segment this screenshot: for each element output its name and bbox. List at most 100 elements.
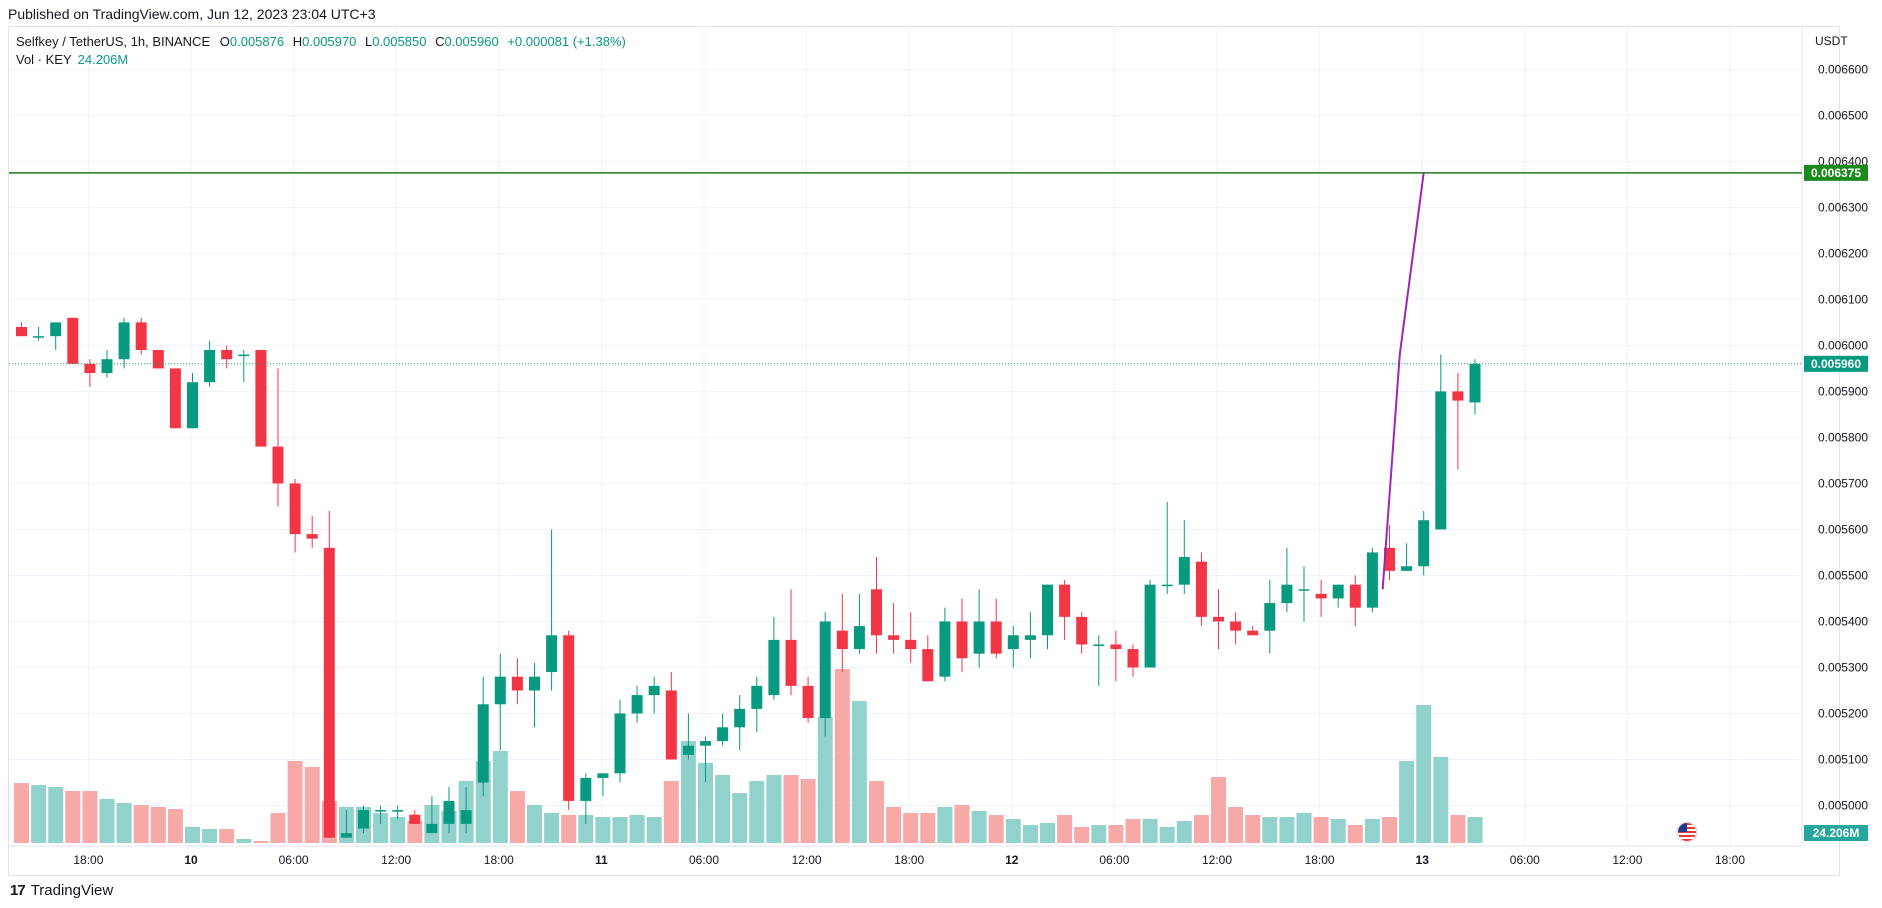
- price-tick-label: 0.006200: [1818, 246, 1868, 260]
- volume-bar: [1176, 821, 1192, 843]
- candle-body: [853, 626, 865, 650]
- volume-bar: [253, 841, 269, 843]
- candle-body: [323, 547, 335, 838]
- symbol-name: Selfkey / TetherUS, 1h, BINANCE: [16, 34, 211, 49]
- volume-bar: [680, 741, 696, 843]
- volume-bar: [1467, 817, 1483, 843]
- candle-body: [665, 690, 677, 760]
- time-tick-label: 12:00: [381, 853, 411, 867]
- volume-bar: [1108, 825, 1124, 843]
- volume-bar: [1296, 813, 1312, 843]
- volume-bar: [920, 813, 936, 843]
- volume-bar: [715, 775, 731, 843]
- candle-body: [529, 676, 540, 691]
- volume-bar: [886, 807, 902, 843]
- candle-body: [648, 685, 660, 696]
- time-tick-label: 06:00: [689, 853, 719, 867]
- candle-body: [1315, 593, 1327, 599]
- volume-bar: [509, 791, 525, 843]
- volume-bar: [1416, 705, 1432, 843]
- candle-body: [443, 800, 455, 824]
- volume-bar: [561, 815, 577, 843]
- time-tick-label: 12: [1005, 853, 1019, 867]
- candle-body: [1042, 584, 1053, 636]
- volume-bar: [373, 813, 389, 843]
- open-label: O: [219, 34, 230, 49]
- candle-body: [1007, 635, 1019, 650]
- time-tick-label: 12:00: [1202, 853, 1232, 867]
- price-tick-label: 0.006100: [1818, 292, 1868, 306]
- volume-bar: [1347, 825, 1363, 843]
- open-value: 0.005876: [229, 34, 285, 49]
- candle-body: [1059, 584, 1071, 617]
- candle-body: [33, 336, 45, 338]
- volume-bar: [1193, 815, 1209, 843]
- footer-brand[interactable]: TradingView: [30, 882, 114, 899]
- time-tick-label: 13: [1416, 853, 1430, 867]
- candle-body: [289, 483, 301, 535]
- candle-body: [50, 322, 62, 337]
- candle-body: [1401, 566, 1413, 571]
- candle-body: [888, 635, 900, 640]
- candle-body: [871, 589, 882, 636]
- candle-body: [255, 349, 267, 447]
- candle-body: [494, 676, 506, 705]
- time-tick-label: 18:00: [484, 853, 514, 867]
- volume-bar: [1091, 825, 1107, 843]
- volume-bar: [1279, 817, 1295, 843]
- candle-body: [67, 317, 79, 364]
- candle-body: [614, 713, 626, 774]
- candle-body: [922, 649, 934, 682]
- candle-body: [187, 382, 198, 429]
- time-tick-label: 18:00: [1715, 853, 1745, 867]
- volume-tag: [1804, 825, 1868, 841]
- overlay-lines: [9, 172, 1802, 590]
- symbol-legend: Selfkey / TetherUS, 1h, BINANCE O0.00587…: [16, 34, 631, 49]
- candle-body: [1076, 616, 1088, 645]
- candle-body: [1110, 644, 1122, 650]
- time-tick-label: 06:00: [1099, 853, 1129, 867]
- published-header: Published on TradingView.com, Jun 12, 20…: [8, 6, 376, 22]
- price-tick-label: 0.006000: [1818, 338, 1868, 352]
- price-tick-label: 0.005600: [1818, 522, 1868, 536]
- tradingview-logo-icon: 17: [10, 882, 26, 899]
- volume-bar: [954, 805, 970, 843]
- us-flag-icon[interactable]: [1676, 821, 1698, 843]
- volume-legend: Vol · KEY 24.206M: [16, 52, 128, 67]
- low-value: 0.005850: [372, 34, 427, 49]
- volume-label: Vol · KEY: [16, 52, 72, 67]
- candle-body: [221, 349, 233, 360]
- candle-body: [768, 639, 780, 696]
- volume-bar: [1228, 807, 1244, 843]
- volume-bar: [869, 781, 884, 843]
- volume-bar: [595, 817, 611, 843]
- candle-body: [1093, 644, 1105, 646]
- price-tick-label: 0.005700: [1818, 476, 1868, 490]
- candle-body: [1298, 589, 1310, 591]
- last-price-tag: [1804, 355, 1868, 372]
- volume-bar: [732, 793, 748, 843]
- time-tick-label: 18:00: [894, 853, 924, 867]
- candle-body: [392, 810, 404, 812]
- last-price-label: 0.005960: [1811, 357, 1861, 371]
- volume-bar: [851, 701, 867, 843]
- volume-bar: [834, 669, 850, 843]
- candle-body: [1144, 584, 1156, 668]
- volume-bar: [219, 829, 235, 843]
- volume-bar: [65, 791, 81, 843]
- time-tick-label: 06:00: [279, 853, 309, 867]
- candle-body: [682, 745, 694, 755]
- candle-body: [700, 741, 711, 746]
- volume-bar: [766, 775, 782, 843]
- low-label: L: [364, 34, 373, 49]
- volume-bar: [390, 817, 406, 843]
- volume-bar: [1057, 815, 1073, 843]
- volume-bar: [646, 817, 662, 843]
- candle-body: [836, 630, 848, 650]
- candle-body: [16, 326, 27, 337]
- candle-body: [1452, 391, 1464, 401]
- candle-body: [1349, 584, 1361, 608]
- volume-bar: [82, 791, 98, 843]
- candle-body: [272, 446, 284, 484]
